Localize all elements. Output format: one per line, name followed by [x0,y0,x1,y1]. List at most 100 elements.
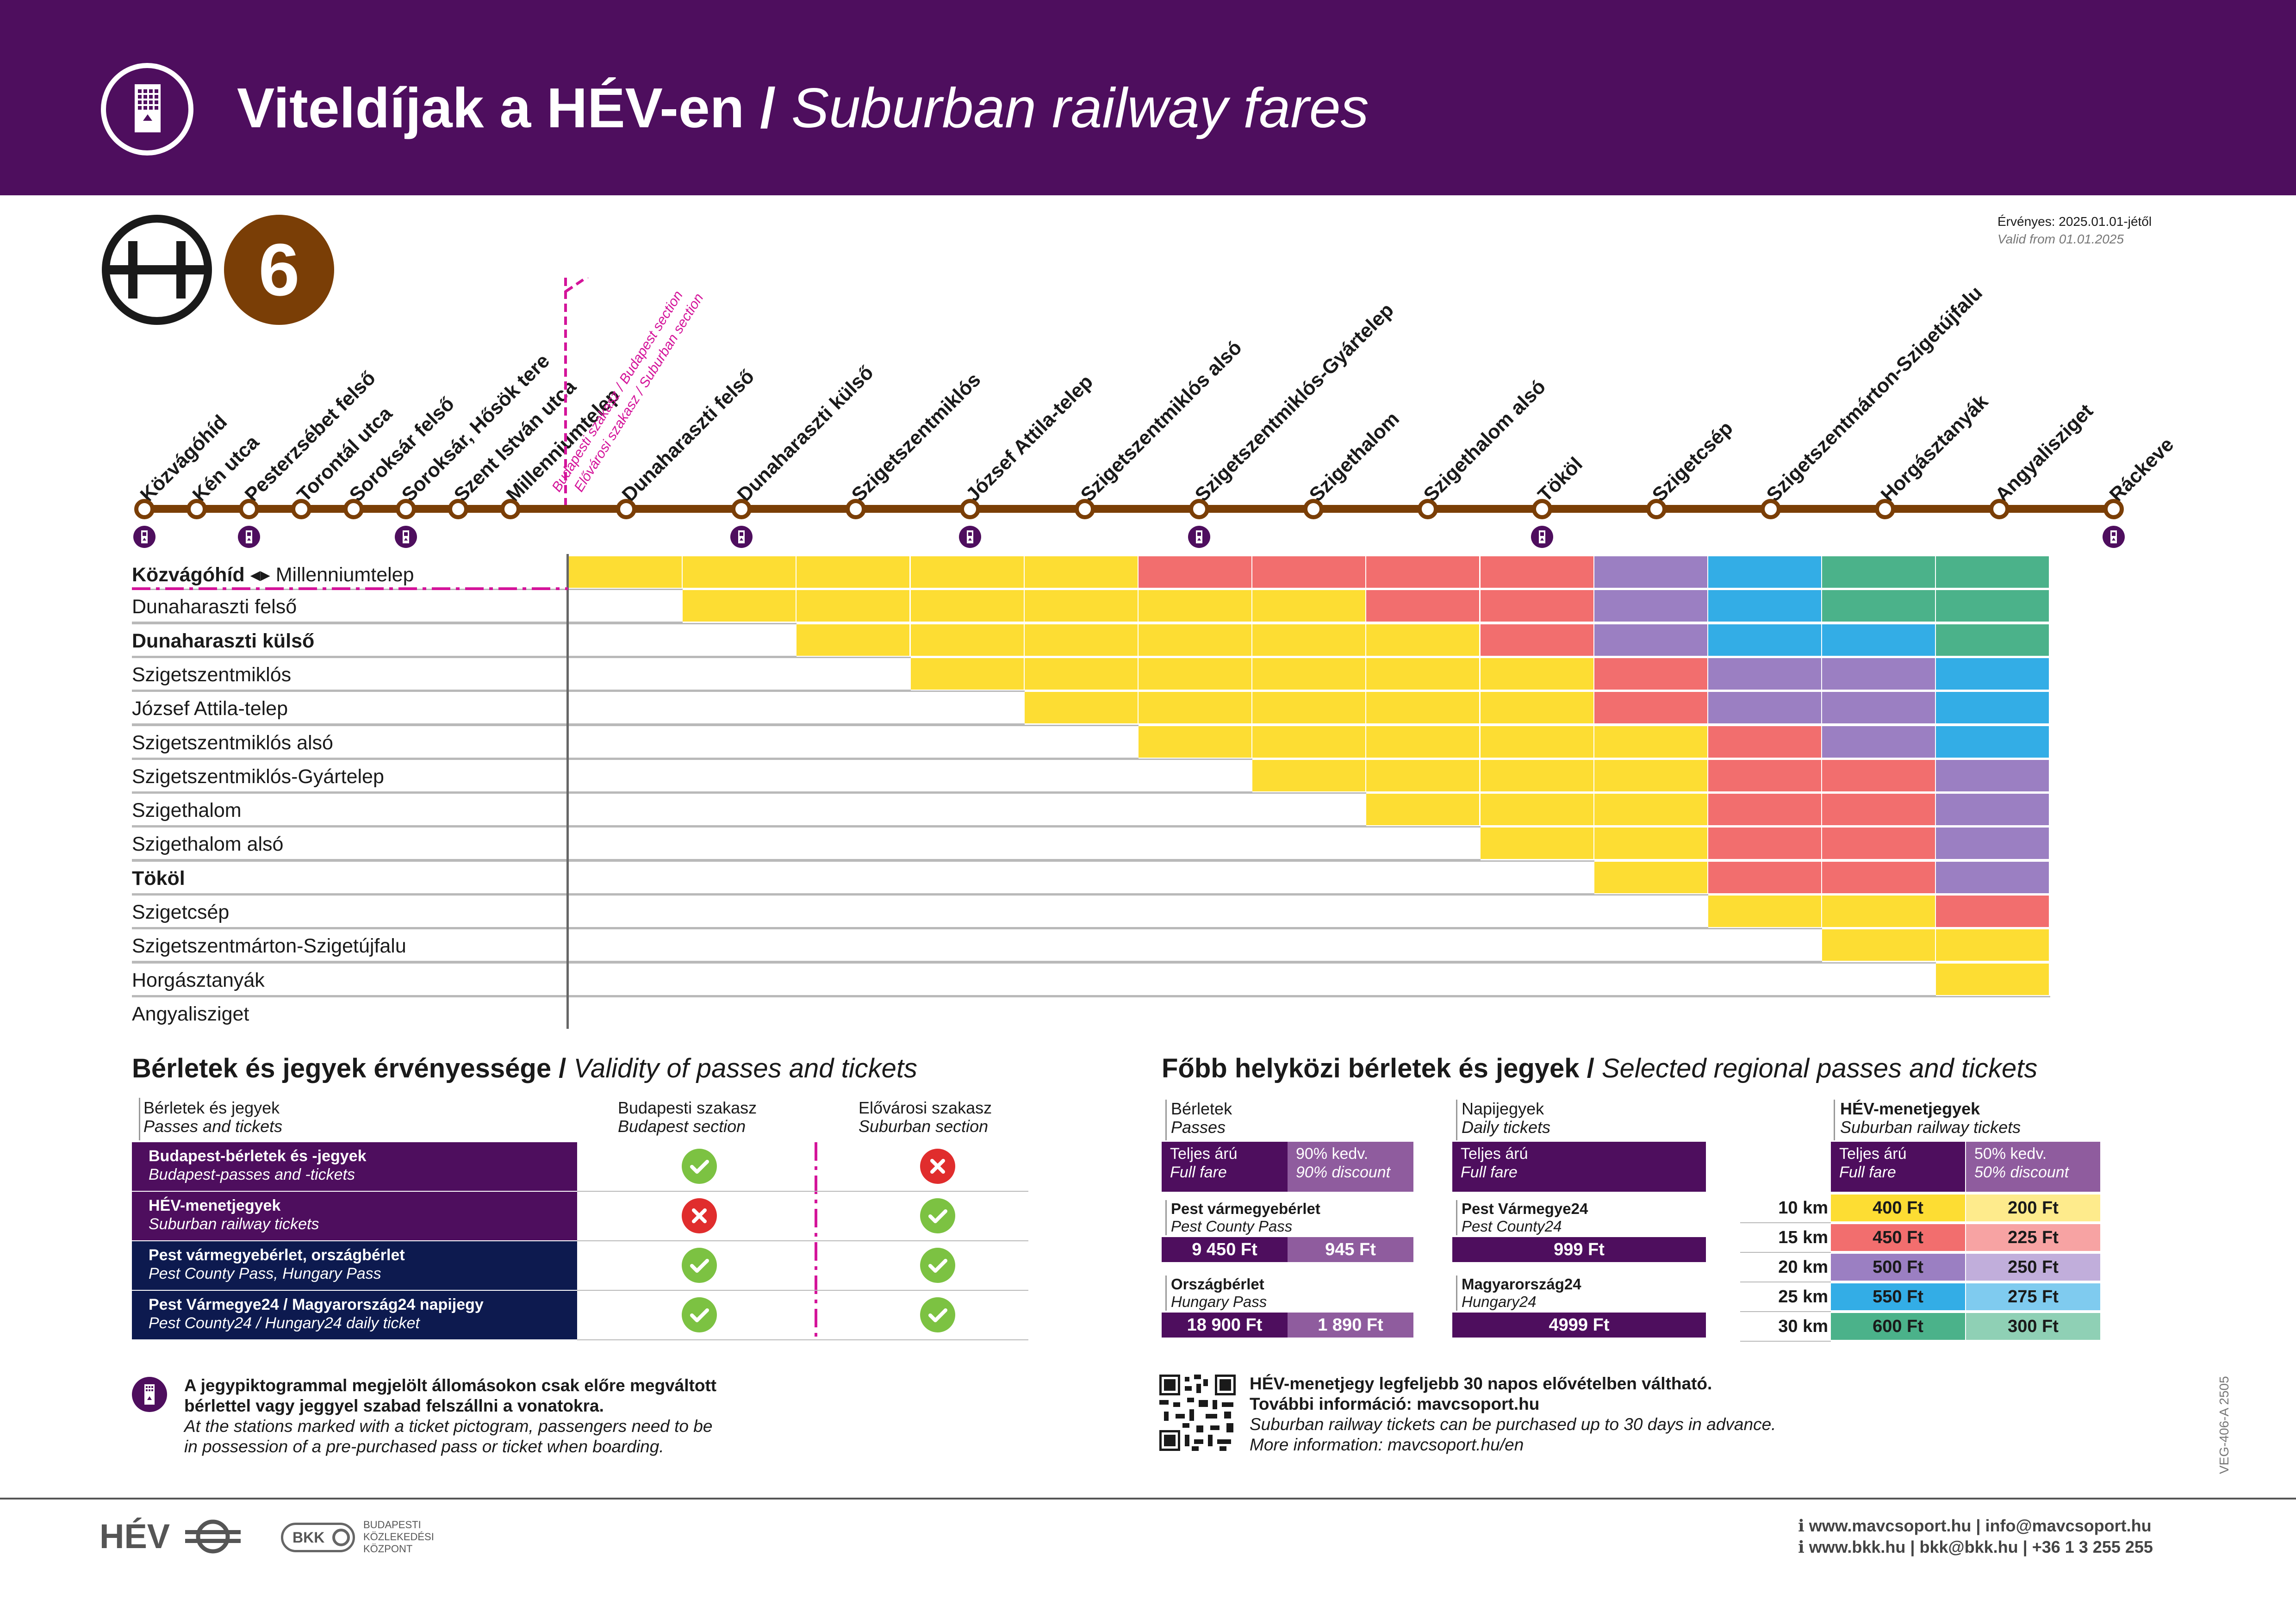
fare-cell [1936,896,2049,927]
ticket-required-icon [238,526,260,548]
ticket-required-icon [133,526,156,548]
station-stop [1418,499,1438,519]
fare-cell [1594,624,1707,656]
contact-mav[interactable]: www.mavcsoport.hu | info@mavcsoport.hu [1809,1516,2152,1535]
fare-cell [1366,794,1480,826]
info-icon: ℹ [1798,1537,1804,1556]
fare-cell [1252,590,1366,622]
pass-rule [1165,1276,1167,1311]
fare-cell [1480,759,1593,791]
fare-cell [1822,861,1935,893]
fare-cell [1936,828,2049,859]
station-stop [2103,499,2124,519]
station-stop [187,499,207,519]
fare-cell [569,556,682,588]
station-stop [396,499,416,519]
matrix-row-rule [132,928,1823,930]
bkk-logo: BKK [281,1523,355,1552]
fare-cell [1822,556,1935,588]
fare-cell [1708,658,1821,690]
validity-col1-head: Bérletek és jegyek Passes and tickets [143,1098,283,1136]
matrix-row-label: Angyalisziget [132,1002,249,1025]
fare-cell [1252,759,1366,791]
station-stop [134,499,155,519]
ticket-required-icon [959,526,981,548]
matrix-row-label: Szigethalom [132,799,242,822]
fare-cell [1366,556,1480,588]
fare-cell [1139,556,1251,588]
ticket-required-icon [1188,526,1210,548]
pass-discount-price: 945 Ft [1288,1237,1413,1262]
fare-cell [1252,692,1366,724]
fare-cell [1366,692,1480,724]
bkk-name: BUDAPESTI KÖZLEKEDÉSI KÖZPONT [363,1519,434,1555]
fare-cell [796,590,910,622]
fare-cell [1708,794,1821,826]
fare-cell [1594,590,1707,622]
hev-discount-head: 50% kedv. 50% discount [1966,1142,2100,1192]
matrix-row-rule [132,655,797,657]
pass-name: Országbérlet Hungary Pass [1171,1276,1267,1310]
fare-cell [1024,658,1138,690]
fare-cell [1366,590,1480,622]
pass-name: Pest vármegyebérlet Pest County Pass [1171,1200,1320,1235]
fare-cell [1822,726,1935,758]
pass-full-price: 18 900 Ft [1162,1313,1288,1338]
hev-row-rule [1740,1341,1831,1342]
cross-icon [682,1198,717,1233]
header-bar: Viteldíjak a HÉV-en / Suburban railway f… [0,0,2296,195]
validity-section-divider [815,1142,817,1341]
matrix-row-rule [132,791,1253,793]
matrix-row-rule [132,893,1594,895]
fare-cell [1936,624,2049,656]
daily-head: Napijegyek Daily tickets [1462,1099,1551,1137]
daily-rule [1456,1276,1457,1311]
fare-cell [1708,624,1821,656]
matrix-row-rule [132,826,1481,828]
station-stop [731,499,752,519]
pass-full-price: 9 450 Ft [1162,1237,1288,1262]
matrix-row-label: Szigetszentmárton-Szigetújfalu [132,935,406,958]
fare-cell [1708,692,1821,724]
budapest-section-divider [132,587,568,590]
hev-row-rule [1740,1222,1831,1223]
fare-cell [1708,861,1821,893]
contact-bkk[interactable]: www.bkk.hu | bkk@bkk.hu | +36 1 3 255 25… [1809,1537,2153,1556]
info-icon: ℹ [1798,1516,1804,1535]
fare-cell [1139,590,1251,622]
fare-cell [796,624,910,656]
fare-cell [1936,692,2049,724]
hev-discount-price: 250 Ft [1966,1254,2100,1281]
fare-cell [1594,556,1707,588]
hev-row-rule [1740,1311,1831,1312]
matrix-row-label: József Attila-telep [132,697,288,720]
hev-full-price: 500 Ft [1831,1254,1965,1281]
distance-label: 10 km [1778,1198,1828,1218]
line-number-badge: 6 [224,215,334,325]
fare-cell [1252,658,1366,690]
fare-cell [1822,692,1935,724]
fare-cell [910,556,1024,588]
passes-head: Bérletek Passes [1171,1099,1232,1137]
matrix-row-rule [132,622,797,624]
hev-full-head: Teljes árú Full fare [1831,1142,1965,1192]
fare-cell [910,624,1024,656]
fare-cell [1594,828,1707,859]
hev-full-price: 600 Ft [1831,1313,1965,1340]
validity-row-rule [577,1339,1028,1340]
hev-row-rule [1740,1252,1831,1253]
validity-row: Pest vármegyebérlet, országbérlet Pest Co… [132,1241,577,1290]
hev-head-rule [1834,1100,1835,1140]
matrix-row-rule [132,996,2050,997]
fare-cell [910,590,1024,622]
check-icon [682,1149,717,1184]
fare-cell [1936,759,2049,791]
fare-cell [1594,759,1707,791]
fare-cell [1480,624,1593,656]
pass-discount-price: 1 890 Ft [1288,1313,1413,1338]
ticket-required-icon [730,526,753,548]
distance-label: 15 km [1778,1228,1828,1247]
right-note: HÉV-menetjegy legfeljebb 30 napos elővét… [1250,1374,1776,1454]
hev-discount-price: 200 Ft [1966,1195,2100,1221]
station-stop [291,499,311,519]
